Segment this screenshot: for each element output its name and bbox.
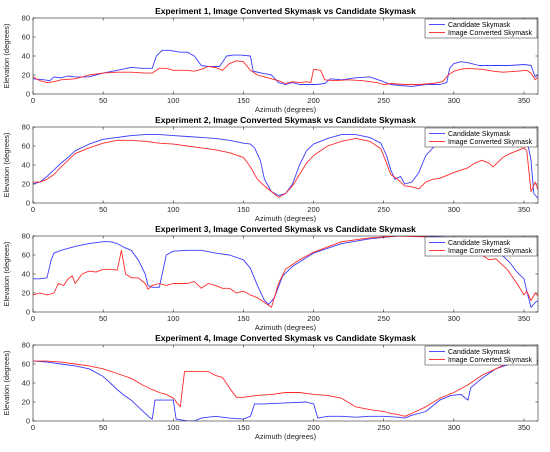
legend-label-image-converted-skymask: Image Converted Skymask <box>448 248 533 255</box>
y-axis-label: Elevation (degrees) <box>2 241 11 307</box>
x-tick-label: 300 <box>448 423 461 432</box>
series-line-image-converted-skymask <box>33 60 538 85</box>
series-line-candidate-skymask <box>33 360 538 421</box>
x-tick-label: 150 <box>237 205 250 214</box>
chart-panel-4: Experiment 4, Image Converted Skymask vs… <box>2 333 539 441</box>
legend-label-candidate-skymask: Candidate Skymask <box>448 22 511 29</box>
y-tick-label: 0 <box>26 417 30 426</box>
y-tick-label: 40 <box>22 379 30 388</box>
legend-box <box>424 18 538 39</box>
chart-title: Experiment 1, Image Converted Skymask vs… <box>155 6 416 16</box>
y-tick-label: 60 <box>22 251 30 260</box>
x-tick-label: 150 <box>237 423 250 432</box>
x-tick-label: 0 <box>31 205 35 214</box>
x-tick-label: 300 <box>448 314 461 323</box>
x-tick-label: 0 <box>31 423 35 432</box>
y-tick-label: 20 <box>22 71 30 80</box>
x-tick-label: 100 <box>167 314 180 323</box>
y-axis-label: Elevation (degrees) <box>2 350 11 416</box>
y-tick-label: 60 <box>22 360 30 369</box>
legend-label-image-converted-skymask: Image Converted Skymask <box>448 139 533 146</box>
y-tick-label: 40 <box>22 270 30 279</box>
chart-title: Experiment 2, Image Converted Skymask vs… <box>155 115 416 125</box>
x-tick-label: 200 <box>307 314 320 323</box>
legend-box <box>424 236 538 257</box>
y-tick-label: 20 <box>22 398 30 407</box>
series-line-image-converted-skymask <box>33 137 538 198</box>
x-tick-label: 200 <box>307 205 320 214</box>
x-tick-label: 150 <box>237 314 250 323</box>
legend-label-candidate-skymask: Candidate Skymask <box>448 349 511 356</box>
series-line-candidate-skymask <box>33 49 538 87</box>
y-tick-label: 60 <box>22 142 30 151</box>
y-tick-label: 40 <box>22 52 30 61</box>
x-axis-label: Azimuth (degrees) <box>255 323 317 332</box>
chart-panel-3: Experiment 3, Image Converted Skymask vs… <box>2 224 539 332</box>
y-tick-label: 80 <box>22 232 30 241</box>
y-tick-label: 80 <box>22 14 30 23</box>
series-line-image-converted-skymask <box>33 359 538 417</box>
legend-label-candidate-skymask: Candidate Skymask <box>448 131 511 138</box>
x-tick-label: 350 <box>518 314 531 323</box>
y-tick-label: 80 <box>22 123 30 132</box>
x-axis-label: Azimuth (degrees) <box>255 214 317 223</box>
series-group <box>33 359 538 421</box>
y-axis-label: Elevation (degrees) <box>2 132 11 198</box>
series-group <box>33 49 538 87</box>
x-axis-label: Azimuth (degrees) <box>255 105 317 114</box>
x-tick-label: 300 <box>448 205 461 214</box>
x-tick-label: 50 <box>99 205 107 214</box>
legend-label-image-converted-skymask: Image Converted Skymask <box>448 357 533 364</box>
x-tick-label: 350 <box>518 96 531 105</box>
x-tick-label: 250 <box>377 205 390 214</box>
legend-box <box>424 127 538 148</box>
x-tick-label: 50 <box>99 96 107 105</box>
legend-label-candidate-skymask: Candidate Skymask <box>448 240 511 247</box>
x-tick-label: 0 <box>31 314 35 323</box>
chart-title: Experiment 3, Image Converted Skymask vs… <box>155 224 416 234</box>
y-tick-label: 0 <box>26 90 30 99</box>
legend-box <box>424 345 538 366</box>
x-tick-label: 100 <box>167 205 180 214</box>
x-tick-label: 200 <box>307 96 320 105</box>
y-tick-label: 20 <box>22 289 30 298</box>
x-axis-label: Azimuth (degrees) <box>255 432 317 441</box>
x-tick-label: 100 <box>167 423 180 432</box>
x-tick-label: 350 <box>518 423 531 432</box>
y-axis-label: Elevation (degrees) <box>2 23 11 89</box>
chart-panel-2: Experiment 2, Image Converted Skymask vs… <box>2 115 539 223</box>
x-tick-label: 350 <box>518 205 531 214</box>
x-tick-label: 300 <box>448 96 461 105</box>
y-tick-label: 20 <box>22 180 30 189</box>
y-tick-label: 0 <box>26 308 30 317</box>
y-tick-label: 60 <box>22 33 30 42</box>
x-tick-label: 50 <box>99 314 107 323</box>
x-tick-label: 150 <box>237 96 250 105</box>
legend-label-image-converted-skymask: Image Converted Skymask <box>448 30 533 37</box>
x-tick-label: 100 <box>167 96 180 105</box>
chart-panel-1: Experiment 1, Image Converted Skymask vs… <box>2 6 539 114</box>
x-tick-label: 250 <box>377 314 390 323</box>
x-tick-label: 0 <box>31 96 35 105</box>
chart-title: Experiment 4, Image Converted Skymask vs… <box>155 333 416 343</box>
y-tick-label: 80 <box>22 341 30 350</box>
y-tick-label: 40 <box>22 161 30 170</box>
x-tick-label: 50 <box>99 423 107 432</box>
x-tick-label: 250 <box>377 423 390 432</box>
x-tick-label: 250 <box>377 96 390 105</box>
x-tick-label: 200 <box>307 423 320 432</box>
y-tick-label: 0 <box>26 199 30 208</box>
